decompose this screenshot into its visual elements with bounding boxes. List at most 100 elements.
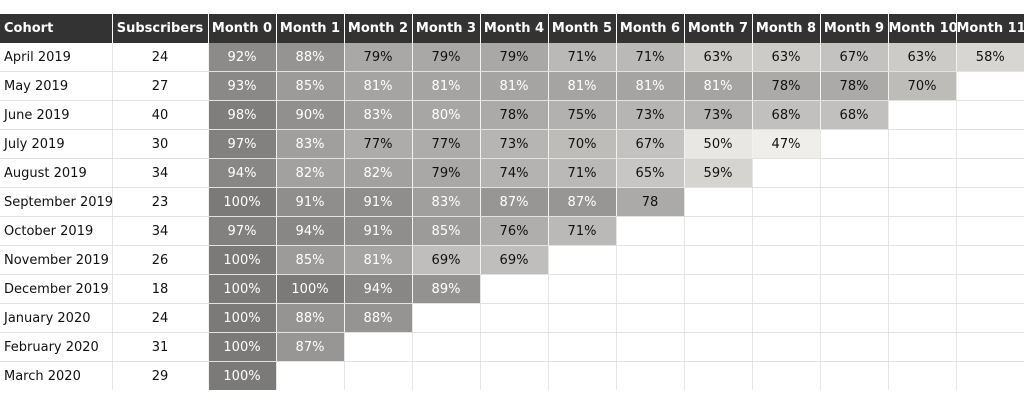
- retention-cell: 79%: [411, 158, 480, 188]
- retention-cell: 87%: [547, 187, 616, 217]
- empty-cell: [887, 332, 956, 362]
- retention-cell: 81%: [343, 245, 412, 275]
- empty-cell: [819, 187, 888, 217]
- empty-cell: [819, 361, 888, 390]
- retention-cell: 77%: [411, 129, 480, 159]
- empty-cell: [411, 332, 480, 362]
- retention-cell: 81%: [411, 71, 480, 101]
- column-header-month-7: Month 7: [683, 14, 752, 43]
- empty-cell: [547, 332, 616, 362]
- retention-cell: 78: [615, 187, 684, 217]
- retention-cell: 98%: [207, 100, 276, 130]
- retention-cell: 100%: [275, 274, 344, 304]
- column-header-month-10: Month 10: [887, 14, 958, 43]
- retention-cell: 90%: [275, 100, 344, 130]
- retention-cell: 77%: [343, 129, 412, 159]
- empty-cell: [683, 274, 752, 304]
- retention-cell: 83%: [275, 129, 344, 159]
- column-header-month-8: Month 8: [751, 14, 820, 43]
- retention-cell: 73%: [479, 129, 548, 159]
- empty-cell: [615, 245, 684, 275]
- retention-cell: 69%: [411, 245, 480, 275]
- retention-cell: 67%: [819, 43, 888, 72]
- cohort-row: April 2019 24 92% 88% 79% 79% 79% 71% 71% 63% 63% 6…: [0, 43, 1024, 72]
- retention-cell: 85%: [411, 216, 480, 246]
- subscriber-count: 24: [111, 43, 208, 72]
- retention-cell: 74%: [479, 158, 548, 188]
- retention-cell: 91%: [343, 216, 412, 246]
- cohort-label: June 2019: [0, 100, 112, 130]
- empty-cell: [275, 361, 344, 390]
- retention-cell: 91%: [275, 187, 344, 217]
- empty-cell: [683, 216, 752, 246]
- cohort-row: October 2019 34 97% 94% 91% 85% 76% 71%: [0, 216, 1024, 246]
- empty-cell: [479, 274, 548, 304]
- empty-cell: [411, 361, 480, 390]
- retention-cell: 82%: [275, 158, 344, 188]
- cohort-label: April 2019: [0, 43, 112, 72]
- retention-cell: 80%: [411, 100, 480, 130]
- retention-cell: 68%: [751, 100, 820, 130]
- empty-cell: [751, 303, 820, 333]
- retention-cell: 63%: [751, 43, 820, 72]
- empty-cell: [751, 245, 820, 275]
- empty-cell: [683, 361, 752, 390]
- empty-cell: [887, 361, 956, 390]
- cohort-row: December 2019 18 100% 100% 94% 89%: [0, 274, 1024, 304]
- retention-cell: 67%: [615, 129, 684, 159]
- header-row: Cohort Subscribers Month 0 Month 1 Month 2 Mo…: [0, 14, 1024, 43]
- table-body: April 2019 24 92% 88% 79% 79% 79% 71% 71% 63% 63% 6…: [0, 43, 1024, 390]
- cohort-label: March 2020: [4, 368, 81, 384]
- empty-cell: [615, 216, 684, 246]
- retention-cell: 83%: [343, 100, 412, 130]
- empty-cell: [615, 303, 684, 333]
- cohort-label: July 2019: [0, 129, 112, 159]
- retention-cell: 88%: [275, 303, 344, 333]
- retention-cell: 97%: [207, 129, 276, 159]
- cohort-row: June 2019 40 98% 90% 83% 80% 78% 75% 73% 73% 68% 68…: [0, 100, 1024, 130]
- retention-cell: 79%: [343, 43, 412, 72]
- column-header-subscribers: Subscribers: [111, 14, 208, 43]
- empty-cell: [683, 245, 752, 275]
- empty-cell: [955, 245, 1024, 275]
- retention-cell: 97%: [207, 216, 276, 246]
- cohort-row: July 2019 30 97% 83% 77% 77% 73% 70% 67% 50% 47%: [0, 129, 1024, 159]
- empty-cell: [819, 332, 888, 362]
- retention-cell: 100%: [207, 361, 276, 390]
- retention-cell: 71%: [547, 158, 616, 188]
- retention-cell: 81%: [479, 71, 548, 101]
- retention-cell: 100%: [207, 332, 276, 362]
- empty-cell: [887, 100, 956, 130]
- retention-cell: 59%: [683, 158, 752, 188]
- empty-cell: [683, 187, 752, 217]
- column-header-month-0: Month 0: [207, 14, 276, 43]
- retention-cell: 94%: [343, 274, 412, 304]
- retention-cell: 81%: [547, 71, 616, 101]
- empty-cell: [955, 303, 1024, 333]
- empty-cell: [955, 71, 1024, 101]
- subscriber-count: 24: [111, 303, 208, 333]
- empty-cell: [819, 129, 888, 159]
- empty-cell: [955, 100, 1024, 130]
- column-header-month-3: Month 3: [411, 14, 480, 43]
- retention-cell: 73%: [615, 100, 684, 130]
- retention-cell: 81%: [343, 71, 412, 101]
- retention-cell: 65%: [615, 158, 684, 188]
- subscriber-count: 34: [111, 158, 208, 188]
- retention-cell: 91%: [343, 187, 412, 217]
- retention-cell: 68%: [819, 100, 888, 130]
- subscriber-count: 29: [111, 361, 208, 390]
- empty-cell: [479, 332, 548, 362]
- retention-cell: 81%: [615, 71, 684, 101]
- subscriber-count: 23: [111, 187, 208, 217]
- retention-cell: 58%: [955, 43, 1024, 72]
- retention-cell: 71%: [615, 43, 684, 72]
- empty-cell: [615, 274, 684, 304]
- empty-cell: [343, 332, 412, 362]
- retention-cell: 88%: [343, 303, 412, 333]
- empty-cell: [683, 332, 752, 362]
- cohort-label: September 2019: [0, 187, 113, 217]
- empty-cell: [887, 129, 956, 159]
- retention-cell: 87%: [275, 332, 344, 362]
- cohort-label: November 2019: [0, 245, 112, 275]
